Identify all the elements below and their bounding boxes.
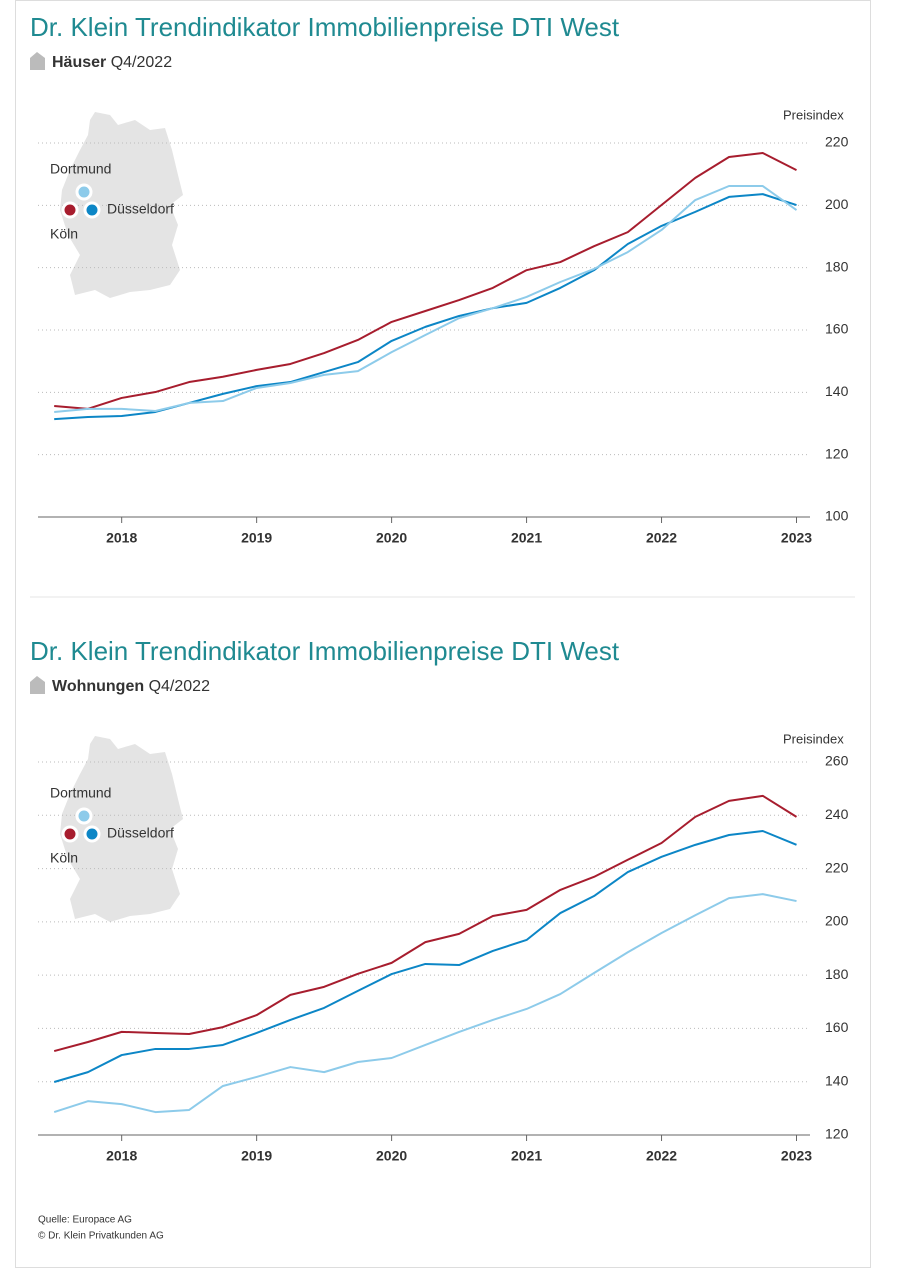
y-axis-label: Preisindex xyxy=(783,107,844,122)
legend-label: Düsseldorf xyxy=(107,825,174,841)
y-tick-label: 200 xyxy=(825,913,849,929)
y-tick-label: 240 xyxy=(825,806,849,822)
y-tick-label: 200 xyxy=(825,196,849,212)
x-tick-label: 2020 xyxy=(376,530,407,546)
series-line xyxy=(53,794,798,1053)
x-tick-label: 2021 xyxy=(511,530,542,546)
x-tick-label: 2023 xyxy=(781,1148,812,1164)
x-tick-label: 2023 xyxy=(781,530,812,546)
x-tick-label: 2018 xyxy=(106,1148,137,1164)
map xyxy=(60,736,183,922)
copyright: © Dr. Klein Privatkunden AG xyxy=(38,1231,164,1242)
y-tick-label: 140 xyxy=(825,1072,849,1088)
y-axis-label: Preisindex xyxy=(783,731,844,746)
subtitle-bold: Häuser xyxy=(52,54,106,71)
y-tick-label: 120 xyxy=(825,445,849,461)
x-tick-label: 2021 xyxy=(511,1148,542,1164)
legend-marker xyxy=(61,825,79,843)
house-icon xyxy=(30,676,45,694)
y-tick-label: 260 xyxy=(825,753,849,769)
x-tick-label: 2022 xyxy=(646,1148,677,1164)
x-tick-label: 2020 xyxy=(376,1148,407,1164)
y-tick-label: 180 xyxy=(825,258,849,274)
y-tick-label: 140 xyxy=(825,383,849,399)
subtitle-bold: Wohnungen xyxy=(52,678,144,695)
subtitle: Häuser Q4/2022 xyxy=(52,54,172,71)
y-tick-label: 120 xyxy=(825,1126,849,1142)
series-line xyxy=(54,151,797,410)
x-tick-label: 2018 xyxy=(106,530,137,546)
source: Quelle: Europace AG xyxy=(38,1215,132,1226)
legend-label: Dortmund xyxy=(50,785,111,801)
legend-marker xyxy=(61,201,79,219)
legend-label: Düsseldorf xyxy=(107,201,174,217)
x-tick-label: 2022 xyxy=(646,530,677,546)
series-line xyxy=(53,893,797,1114)
series-line xyxy=(54,185,798,413)
legend-label: Köln xyxy=(50,226,78,242)
subtitle-period: Q4/2022 xyxy=(111,54,172,71)
house-icon xyxy=(30,52,45,70)
y-tick-label: 220 xyxy=(825,859,849,875)
legend-marker xyxy=(83,201,101,219)
map xyxy=(60,112,183,298)
legend-marker xyxy=(75,807,93,825)
legend-marker xyxy=(83,825,101,843)
chart-title: Dr. Klein Trendindikator Immobilienpreis… xyxy=(30,12,620,42)
y-tick-label: 220 xyxy=(825,134,849,150)
x-tick-label: 2019 xyxy=(241,530,272,546)
subtitle: Wohnungen Q4/2022 xyxy=(52,678,210,695)
legend-label: Köln xyxy=(50,850,78,866)
subtitle-period: Q4/2022 xyxy=(149,678,210,695)
y-tick-label: 100 xyxy=(825,508,849,524)
y-tick-label: 180 xyxy=(825,966,849,982)
legend-marker xyxy=(75,183,93,201)
y-tick-label: 160 xyxy=(825,321,849,337)
y-tick-label: 160 xyxy=(825,1019,849,1035)
legend-label: Dortmund xyxy=(50,161,111,177)
x-tick-label: 2019 xyxy=(241,1148,272,1164)
series-line xyxy=(53,830,797,1083)
chart-title: Dr. Klein Trendindikator Immobilienpreis… xyxy=(30,636,620,666)
